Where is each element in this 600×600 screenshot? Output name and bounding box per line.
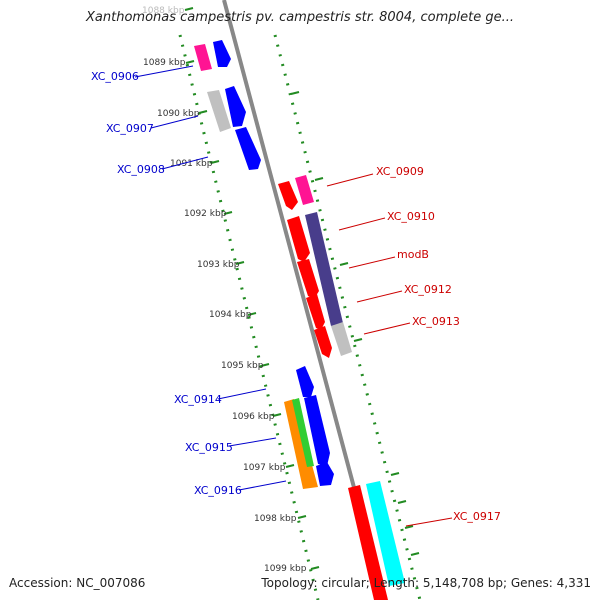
kbp-label-1097: 1097 kbp [243, 463, 286, 473]
right-tick-g [404, 525, 414, 529]
kbp-label-1089: 1089 kbp [143, 58, 186, 68]
gene-label-XC_0917[interactable]: XC_0917 [453, 510, 501, 523]
gene-feature-blue-b[interactable] [235, 127, 261, 170]
gene-feature-blue-top[interactable] [213, 40, 231, 67]
leader-XC_0907 [150, 115, 199, 129]
right-tick-b [314, 177, 324, 181]
reverse-strand-genes [278, 175, 405, 600]
right-tick-f [397, 500, 407, 504]
kbp-label-1090: 1090 kbp [157, 109, 200, 119]
map-title: Xanthomonas campestris pv. campestris st… [86, 10, 514, 25]
kbp-tick-1099 [310, 566, 320, 570]
kbp-tick-1089 [185, 60, 195, 64]
kbp-label-1096: 1096 kbp [232, 412, 275, 422]
leader-XC_0910 [338, 217, 386, 231]
gene-feature-red-f[interactable] [348, 485, 388, 600]
accession-text: Accession: NC_007086 [9, 576, 146, 590]
gene-feature-pink-top[interactable] [194, 44, 212, 71]
right-tick-a [290, 91, 300, 95]
outer-tick-track-right [273, 34, 422, 600]
gene-feature-blue-c[interactable] [296, 366, 314, 397]
forward-strand-genes [194, 40, 334, 489]
gene-label-XC_0913[interactable]: XC_0913 [412, 315, 460, 328]
kbp-tick-1098 [297, 515, 307, 519]
gene-feature-cyan[interactable] [366, 481, 405, 586]
kbp-tick-1088 [184, 7, 194, 11]
kbp-tick-1096 [272, 413, 282, 417]
kbp-tick-1092 [223, 211, 233, 215]
gene-feature-red-a[interactable] [278, 181, 298, 210]
right-tick-d [353, 338, 363, 342]
gene-feature-gray-b[interactable] [331, 322, 352, 356]
kbp-label-1091: 1091 kbp [170, 159, 213, 169]
gene-label-XC_0909[interactable]: XC_0909 [376, 165, 424, 178]
gene-feature-green[interactable] [292, 398, 314, 467]
kbp-label-1094: 1094 kbp [209, 310, 252, 320]
right-tick-e [390, 472, 400, 476]
gene-feature-slate[interactable] [305, 212, 343, 326]
leader-XC_0916 [238, 480, 287, 491]
gene-feature-gray-a[interactable] [207, 90, 231, 132]
right-tick-h [410, 552, 420, 556]
gene-label-XC_0914[interactable]: XC_0914 [174, 393, 222, 406]
kbp-tick-1097 [285, 464, 295, 468]
gene-feature-red-d[interactable] [306, 294, 325, 330]
right-tick-c [339, 262, 349, 266]
gene-label-XC_0906[interactable]: XC_0906 [91, 70, 139, 83]
leader-XC_0909 [326, 173, 374, 187]
leader-XC_0915 [228, 437, 277, 447]
kbp-tick-1095 [260, 363, 270, 367]
leader-XC_0906 [134, 65, 194, 78]
gene-label-XC_0908[interactable]: XC_0908 [117, 163, 165, 176]
kbp-label-1093: 1093 kbp [197, 260, 240, 270]
leader-modB [348, 256, 396, 269]
leader-XC_0917 [405, 517, 453, 527]
gene-label-XC_0910[interactable]: XC_0910 [387, 210, 435, 223]
gene-feature-red-c[interactable] [297, 259, 319, 299]
leader-XC_0908 [161, 156, 209, 170]
kbp-label-1088: 1088 kbp [142, 6, 185, 16]
kbp-label-1092: 1092 kbp [184, 209, 227, 219]
gene-feature-blue-e[interactable] [316, 462, 334, 486]
gene-feature-red-b[interactable] [287, 216, 310, 262]
leader-XC_0913 [363, 322, 411, 335]
gene-label-XC_0916[interactable]: XC_0916 [194, 484, 242, 497]
gene-labels: XC_0906 XC_0907 XC_0908 XC_0914 XC_0915 … [91, 70, 501, 523]
genome-summary-text: Topology: circular; Length: 5,148,708 bp… [261, 576, 591, 590]
kbp-tick-1093 [235, 261, 245, 265]
kbp-tick-1094 [247, 312, 257, 316]
gene-label-XC_0915[interactable]: XC_0915 [185, 441, 233, 454]
kbp-label-1095: 1095 kbp [221, 361, 264, 371]
gene-feature-blue-a[interactable] [225, 86, 246, 127]
outer-tick-track-left [178, 34, 320, 600]
kbp-label-1098: 1098 kbp [254, 514, 297, 524]
gene-feature-pink-b[interactable] [295, 175, 314, 205]
leader-XC_0914 [217, 388, 267, 400]
leader-XC_0912 [356, 290, 403, 303]
kbp-labels: 1088 kbp 1089 kbp 1090 kbp 1091 kbp 1092… [142, 6, 307, 574]
gene-feature-red-e[interactable] [314, 326, 332, 358]
leader-lines [134, 65, 453, 527]
kbp-label-1099: 1099 kbp [264, 564, 307, 574]
kbp-tick-1090 [198, 110, 208, 114]
gene-feature-blue-d[interactable] [304, 395, 330, 466]
gene-label-modB[interactable]: modB [397, 248, 429, 261]
kbp-tick-1091 [210, 160, 220, 164]
gene-label-XC_0912[interactable]: XC_0912 [404, 283, 452, 296]
gene-label-XC_0907[interactable]: XC_0907 [106, 122, 154, 135]
kbp-tick-marks [184, 7, 420, 570]
